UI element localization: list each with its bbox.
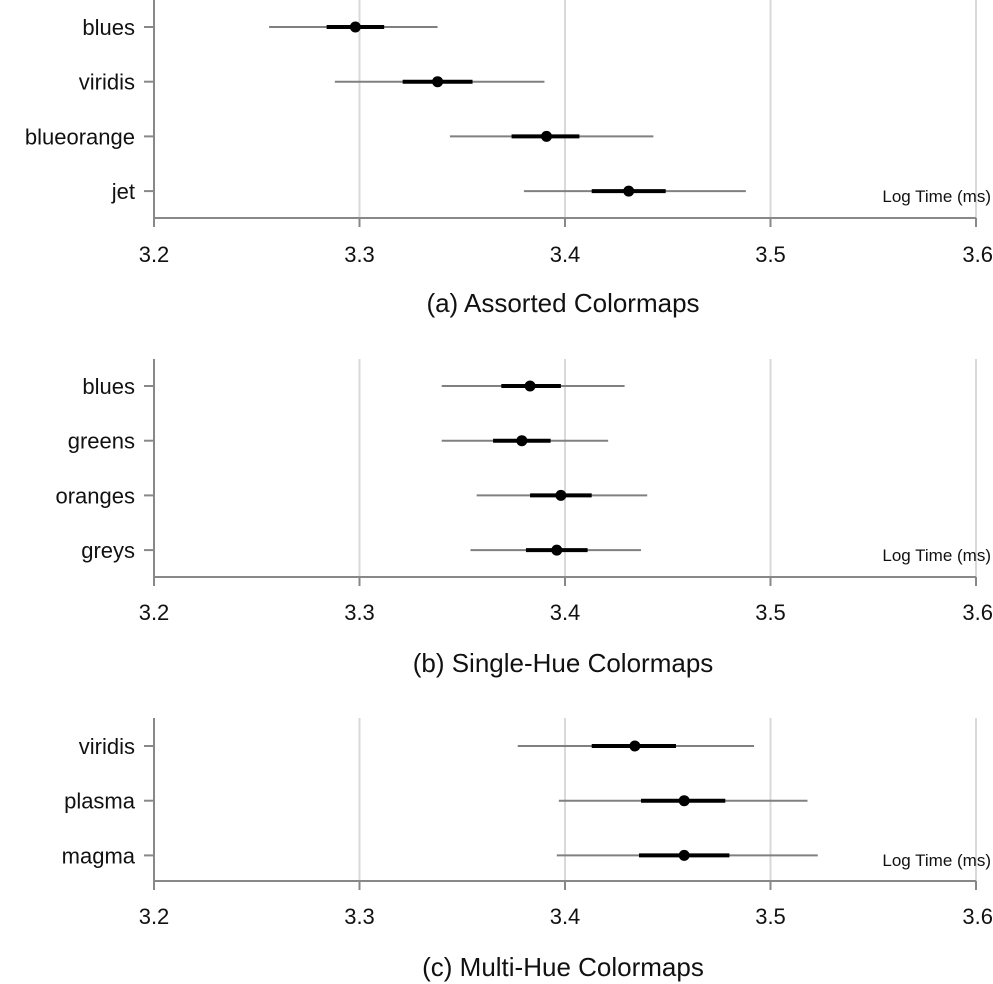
category-label: blues bbox=[82, 15, 135, 40]
category-label: blues bbox=[82, 374, 135, 399]
x-tick-label: 3.6 bbox=[962, 600, 993, 625]
mean-point bbox=[623, 185, 635, 197]
x-tick-label: 3.2 bbox=[139, 600, 170, 625]
mean-point bbox=[524, 380, 536, 392]
x-tick-label: 3.5 bbox=[755, 242, 786, 267]
x-tick-label: 3.6 bbox=[962, 242, 993, 267]
chart-caption: (a) Assorted Colormaps bbox=[426, 288, 699, 318]
x-tick-label: 3.6 bbox=[962, 904, 993, 929]
category-label: jet bbox=[111, 179, 135, 204]
category-label: blueorange bbox=[25, 124, 135, 149]
chart-caption: (b) Single-Hue Colormaps bbox=[413, 648, 714, 678]
mean-point bbox=[629, 740, 641, 752]
mean-point bbox=[678, 795, 690, 807]
chart-caption: (c) Multi-Hue Colormaps bbox=[422, 952, 704, 982]
x-axis-title: Log Time (ms) bbox=[882, 187, 991, 206]
x-axis-title: Log Time (ms) bbox=[882, 546, 991, 565]
category-label: plasma bbox=[64, 789, 136, 814]
category-label: greys bbox=[81, 538, 135, 563]
x-tick-label: 3.5 bbox=[755, 600, 786, 625]
mean-point bbox=[555, 489, 567, 501]
x-tick-label: 3.3 bbox=[344, 904, 375, 929]
x-tick-label: 3.3 bbox=[344, 600, 375, 625]
mean-point bbox=[551, 544, 563, 556]
category-label: viridis bbox=[79, 70, 135, 95]
x-tick-label: 3.5 bbox=[755, 904, 786, 929]
category-label: oranges bbox=[55, 483, 135, 508]
mean-point bbox=[432, 76, 444, 88]
x-tick-label: 3.2 bbox=[139, 904, 170, 929]
category-label: magma bbox=[62, 843, 136, 868]
x-axis-title: Log Time (ms) bbox=[882, 851, 991, 870]
x-tick-label: 3.4 bbox=[550, 904, 581, 929]
x-tick-label: 3.4 bbox=[550, 242, 581, 267]
mean-point bbox=[678, 849, 690, 861]
mean-point bbox=[349, 21, 361, 33]
category-label: viridis bbox=[79, 734, 135, 759]
x-tick-label: 3.4 bbox=[550, 600, 581, 625]
x-tick-label: 3.3 bbox=[344, 242, 375, 267]
category-label: greens bbox=[68, 429, 135, 454]
mean-point bbox=[516, 435, 528, 447]
x-tick-label: 3.2 bbox=[139, 242, 170, 267]
mean-point bbox=[541, 130, 553, 142]
